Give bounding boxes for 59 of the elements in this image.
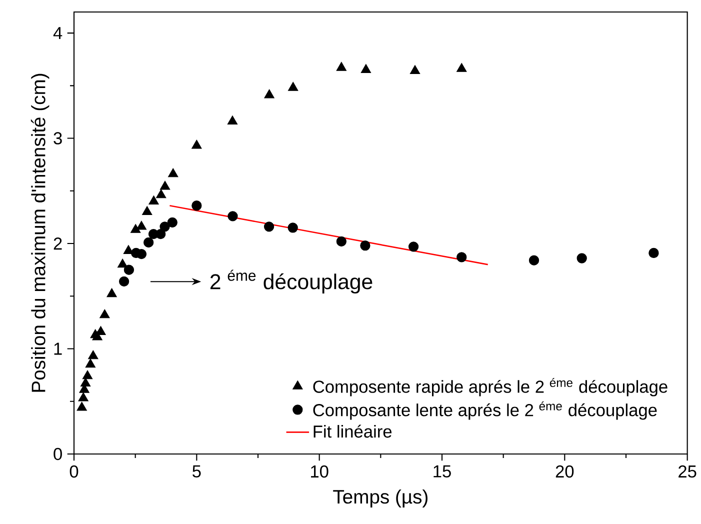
point (148, 196, 159, 204)
point (80, 378, 91, 387)
point (408, 242, 419, 252)
point (160, 180, 170, 190)
point (410, 65, 420, 74)
x-tick-label: 10 (311, 465, 328, 478)
x-tick-label: 20 (556, 465, 574, 478)
annotation: 2 $^{éme}$ découplage (210, 270, 372, 294)
point (456, 62, 467, 72)
point (136, 248, 147, 260)
point (156, 189, 166, 198)
y-tick-label: 2 (54, 237, 62, 250)
x-axis-title: Temps (µs) (333, 489, 428, 508)
point (167, 217, 178, 228)
point (82, 370, 93, 380)
point (456, 252, 467, 262)
y-tick-label: 3 (54, 132, 62, 144)
point (288, 82, 298, 91)
legend-label: Fit linéaire (314, 424, 392, 438)
x-tick-label: 25 (678, 465, 696, 478)
point (136, 220, 147, 230)
point (160, 222, 170, 232)
y-tick-label: 1 (54, 342, 62, 355)
y-tick-label: 0 (54, 448, 62, 460)
point (360, 240, 370, 251)
point (118, 276, 130, 286)
x-tick-label: 5 (192, 465, 201, 478)
point (264, 222, 274, 232)
point (124, 264, 134, 275)
point (85, 358, 96, 368)
point (88, 350, 98, 360)
point (336, 236, 346, 246)
point (192, 200, 202, 211)
legend-label: Composente rapide aprés le 2 $^{éme}$ découplage (313, 378, 668, 396)
point (117, 258, 128, 268)
point (360, 64, 372, 73)
point (142, 206, 152, 216)
point (130, 224, 141, 233)
point (78, 392, 88, 402)
point (228, 211, 238, 222)
point (528, 255, 540, 266)
y-axis-title: Position du maximum d'intensité (cm) (30, 74, 50, 392)
point (264, 89, 274, 98)
point (336, 62, 347, 71)
point (648, 248, 659, 258)
x-tick-label: 15 (434, 465, 451, 478)
point (106, 288, 117, 298)
y-tick-label: 4 (53, 27, 62, 40)
legend-label: Composante lente aprés le 2 $^{éme}$ découplage (313, 401, 657, 420)
point (76, 402, 87, 411)
point (144, 237, 154, 248)
x-tick-label: 0 (70, 465, 78, 478)
point (168, 168, 178, 178)
point (227, 116, 238, 125)
point (576, 253, 587, 264)
point (192, 140, 202, 149)
point (100, 309, 110, 318)
point (156, 228, 166, 240)
point (288, 222, 298, 233)
